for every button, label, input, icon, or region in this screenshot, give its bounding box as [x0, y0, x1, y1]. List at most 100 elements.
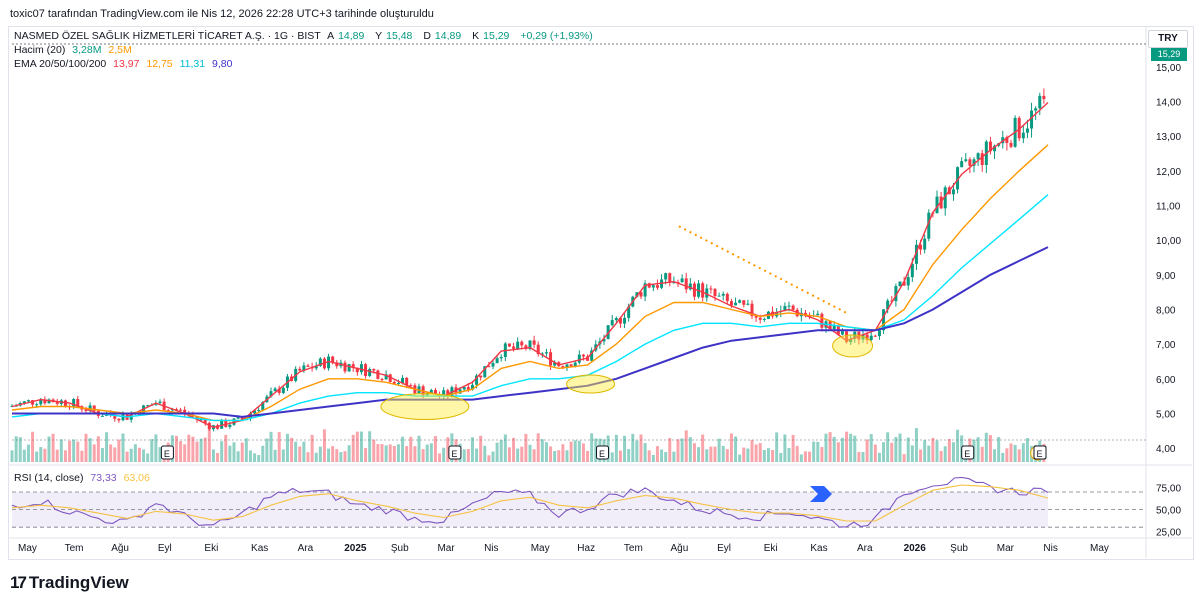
volume-bar [795, 445, 799, 462]
close-value: 15,29 [483, 30, 510, 42]
earnings-marker [596, 445, 610, 460]
candle-body [729, 301, 733, 306]
candle-body [758, 317, 762, 320]
volume-bar [92, 444, 96, 462]
volume-bar [544, 442, 548, 462]
volume-bar [816, 441, 820, 462]
candle-body [88, 405, 92, 411]
candle-body [1038, 95, 1042, 109]
volume-bar [717, 438, 721, 462]
volume-bar [783, 434, 787, 462]
candle-body [1021, 132, 1025, 139]
trendline [678, 225, 848, 314]
candle-body [902, 281, 906, 286]
volume-bar [516, 448, 520, 462]
price-tick-label: 10,00 [1156, 236, 1181, 247]
candle-body [314, 365, 318, 369]
candle-body [347, 364, 351, 372]
volume-bar [775, 432, 779, 462]
volume-bar [906, 437, 910, 462]
candle-body [709, 288, 713, 290]
time-tick-label: Kas [810, 543, 827, 554]
rsi-tick-label: 50,00 [1156, 506, 1181, 517]
brand-name: TradingView [28, 573, 129, 592]
volume-bar [984, 432, 988, 462]
volume-bar [154, 434, 158, 462]
volume-bar [240, 442, 244, 462]
candle-body [507, 343, 511, 347]
volume-bar [709, 446, 713, 462]
candle-body [643, 283, 647, 297]
candle-body [446, 390, 450, 396]
candle-body [117, 418, 121, 421]
volume-bar [302, 441, 306, 462]
volume-bar [713, 446, 717, 462]
candle-body [865, 334, 869, 341]
volume-bar [623, 435, 627, 462]
volume-bar [298, 446, 302, 462]
volume-bar [820, 447, 824, 462]
time-tick-label: Tem [65, 543, 84, 554]
chart-frame[interactable] [8, 26, 1194, 560]
time-tick-label: Mar [437, 543, 455, 554]
candle-body [544, 352, 548, 354]
volume-bar [364, 448, 368, 462]
volume-bar [734, 436, 738, 462]
volume-bar [701, 434, 705, 462]
volume-bar [113, 447, 117, 462]
volume-bar [627, 449, 631, 462]
volume-bar [639, 434, 643, 462]
volume-bar [1017, 449, 1021, 462]
candle-body [688, 283, 692, 290]
candle-body [306, 365, 310, 367]
candle-body [746, 303, 750, 305]
candle-body [943, 187, 947, 209]
volume-bar [421, 449, 425, 462]
time-tick-label: Şub [391, 543, 409, 554]
volume-bar [59, 439, 63, 462]
volume-bar [507, 447, 511, 462]
candle-body [840, 331, 844, 335]
volume-bar [462, 449, 466, 462]
time-tick-label: Eyl [158, 543, 172, 554]
candle-body [22, 401, 26, 404]
volume-bar [63, 450, 67, 462]
volume-bar [183, 444, 187, 462]
time-tick-label: Haz [577, 543, 595, 554]
candle-body [540, 353, 544, 355]
candle-body [343, 362, 347, 372]
time-tick-label: Tem [624, 543, 643, 554]
change-value: +0,29 (+1,93%) [520, 30, 593, 42]
candle-body [882, 309, 886, 331]
volume-bar [660, 449, 664, 462]
currency-badge[interactable]: TRY [1148, 30, 1188, 48]
volume-bar [927, 445, 931, 462]
price-tick-label: 11,00 [1156, 201, 1181, 212]
candle-body [655, 285, 659, 288]
candle-body [614, 318, 618, 321]
volume-bar [22, 449, 26, 462]
candle-body [121, 414, 125, 421]
volume-bar [129, 448, 133, 462]
volume-bar [257, 455, 261, 462]
volume-bar [1021, 443, 1025, 462]
volume-legend: Hacim (20) 3,28M 2,5M [14, 44, 136, 56]
volume-bar [586, 451, 590, 462]
candle-body [972, 159, 976, 166]
volume-bar [479, 435, 483, 462]
candle-body [886, 300, 890, 310]
candle-body [47, 399, 51, 404]
candle-body [956, 167, 960, 190]
candle-body [923, 238, 927, 250]
volume-bar [569, 441, 573, 462]
tradingview-logo[interactable]: 17 TradingView [10, 573, 129, 593]
volume-bar [306, 452, 310, 462]
volume-bar [536, 433, 540, 462]
candle-body [72, 399, 76, 408]
earnings-marker [1033, 445, 1047, 460]
volume-bar [380, 444, 384, 462]
volume-bar [935, 440, 939, 462]
candle-body [405, 377, 409, 386]
candle-body [396, 382, 400, 384]
